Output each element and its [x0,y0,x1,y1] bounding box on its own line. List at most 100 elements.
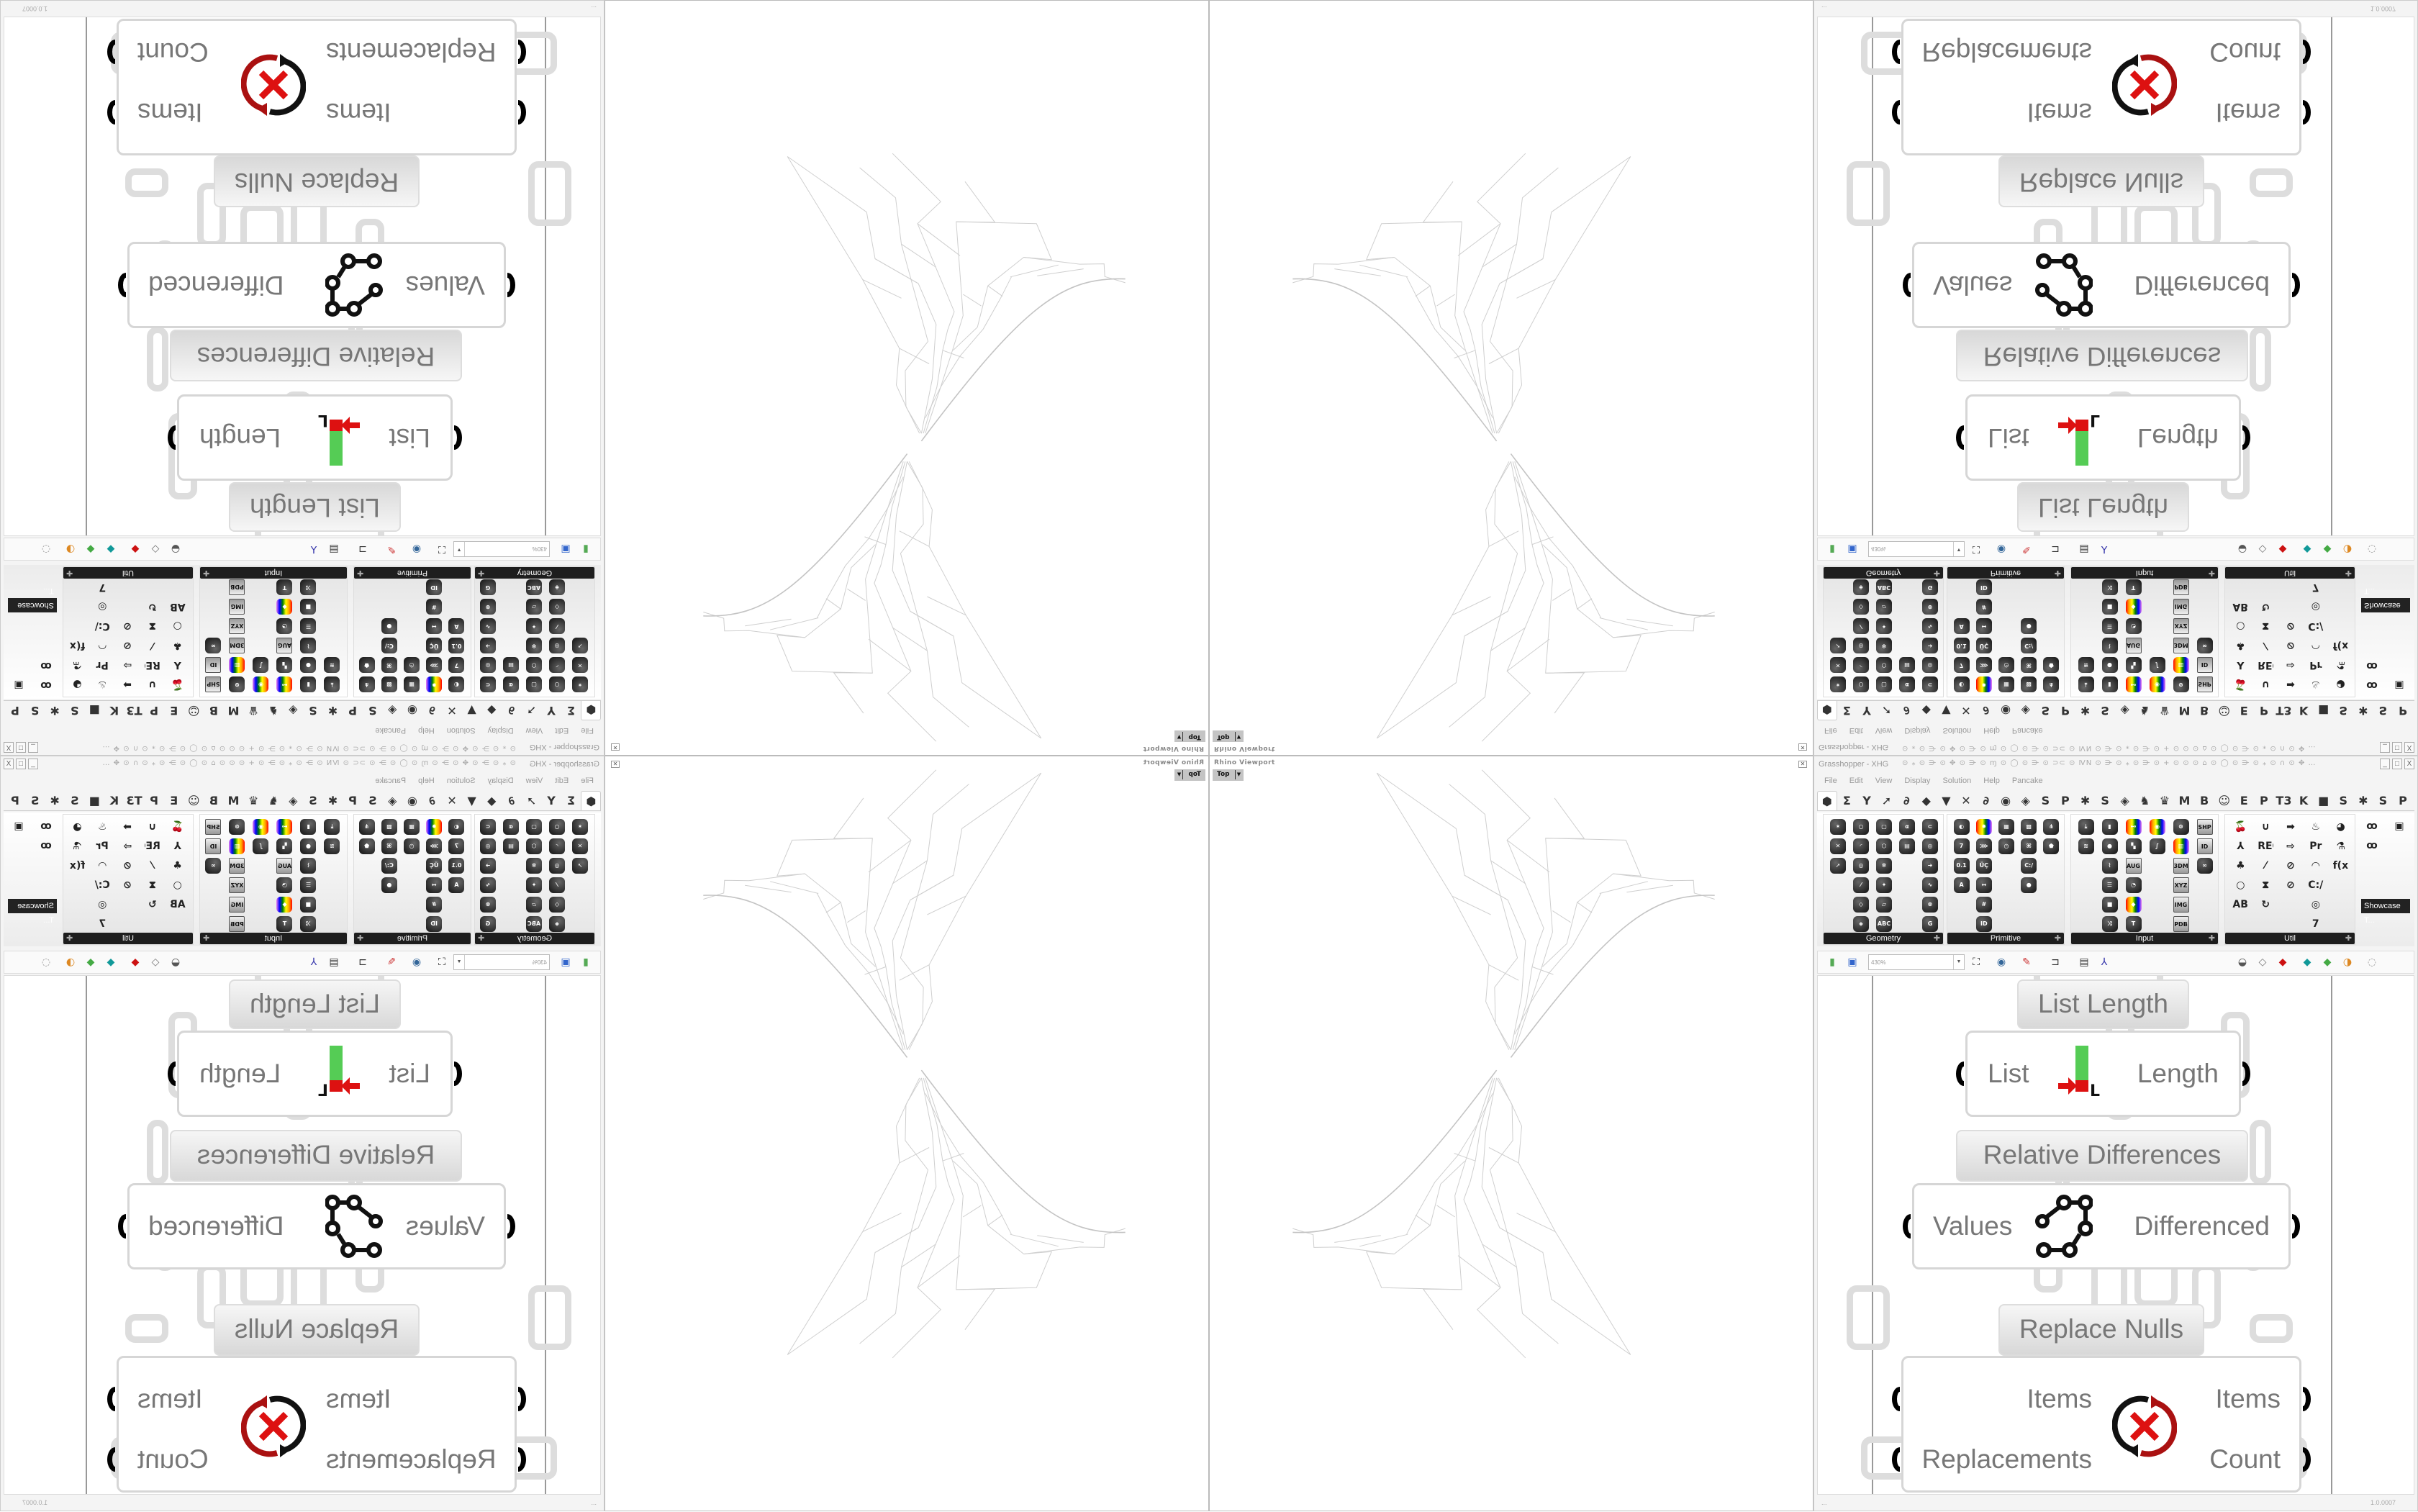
input-port[interactable] [510,40,526,64]
shader-icon[interactable]: ▩ [381,676,397,692]
shader-icon[interactable]: ▩ [2021,676,2037,692]
showcase-b-icon[interactable]: ꝏ [2366,840,2378,851]
preview-teal-icon[interactable]: ◆ [107,543,115,555]
list-length-component[interactable]: List L Length [177,1031,453,1117]
twisted-box-icon[interactable]: ▱ [1876,897,1892,913]
button-icon[interactable]: ● [2101,838,2118,854]
panel-icon[interactable]: ■ [300,599,317,615]
ribbon-tab[interactable]: P [2399,794,2407,807]
ribbon-tab[interactable]: P [348,704,357,717]
file-path-icon[interactable]: C:/ [381,638,397,653]
menu-display[interactable]: Display [487,726,514,735]
geometry-pipeline-icon[interactable]: G [480,579,496,595]
ribbon-tab[interactable]: P [150,704,159,717]
geometry-text-icon[interactable]: ABC [526,579,542,595]
circular-arc-icon[interactable]: α [503,819,519,835]
hourglass-icon[interactable]: ⧗ [148,620,156,632]
input-port[interactable] [1956,425,1972,450]
preview-icon[interactable]: ◉ [1996,543,2006,555]
sphere-icon[interactable]: ● [381,877,397,893]
timer-icon[interactable]: ↻ [2261,601,2270,612]
custom-preview-icon[interactable]: T [276,579,293,595]
control-knob-icon[interactable]: ⤨ [300,579,317,595]
direction-icon[interactable]: ➚ [572,638,588,653]
mesh-icon[interactable]: ✻ [526,638,542,653]
import-xyz-icon[interactable]: XYZ [2173,618,2189,634]
gradient-icon[interactable]: ≋ [324,657,340,673]
spectrum-icon[interactable]: ▥ [2173,657,2189,673]
save-file-icon[interactable]: ▣ [1847,956,1857,968]
chevron-down-icon[interactable]: ▼ [1235,732,1242,741]
structure-path-icon[interactable]: ⋔ [2043,676,2060,692]
twisted-box-icon[interactable]: ▱ [526,897,542,913]
gauge-icon[interactable]: ◠ [2311,860,2320,872]
curve-icon[interactable]: ◎ [1853,858,1869,874]
title-bar[interactable]: Grasshopper - XHG ⊙ ⁎ ⊙ ⋺ ⊙ ✥ ⊙ ⋺ ⊙ ɱ ⊙ ◯… [1814,756,2417,772]
menu-edit[interactable]: Edit [555,777,569,785]
preview-shaded-icon[interactable]: ◒ [171,956,181,968]
menu-pancake[interactable]: Pancake [375,726,407,735]
field-icon[interactable]: ⊂ [1922,819,1938,835]
cherry-picker-icon[interactable]: 🍒 [171,679,184,690]
guid-icon[interactable]: ID [1975,579,1992,595]
cluster-icon[interactable]: ▤ [329,956,339,968]
flask-icon[interactable]: ⚗ [73,841,82,852]
minimize-button[interactable]: _ [28,759,38,769]
ribbon-tab[interactable]: ✱ [327,704,338,717]
expression-icon[interactable]: f(x) [69,860,86,872]
ribbon-tab[interactable]: ✕ [1961,704,1971,717]
ribbon-tab[interactable]: ▼ [1942,704,1951,717]
sketch-icon[interactable]: ✎ [387,543,396,555]
input-port[interactable] [1903,273,1919,297]
fuse-icon[interactable]: ⁄ [151,860,153,872]
ribbon-tab[interactable]: P [348,794,357,807]
guid-icon[interactable]: ID [426,916,443,932]
ribbon-tab[interactable]: Y [547,794,556,807]
group-icon[interactable]: ⊐ [2051,543,2060,555]
ribbon-tab[interactable]: ∂ [508,704,515,717]
ribbon-tab[interactable]: Σ [567,794,576,807]
matrix-icon[interactable]: ▦ [1998,676,2014,692]
maximize-button[interactable]: □ [16,742,26,753]
ribbon-tab[interactable]: ▼ [467,794,476,807]
cluster-icon[interactable]: ▤ [2079,956,2089,968]
output-port[interactable] [2295,100,2311,125]
input-port[interactable] [1956,1061,1964,1086]
ribbon-tab[interactable]: ☺ [2218,794,2231,807]
input-port[interactable] [446,425,462,450]
ribbon-tab[interactable]: K [109,704,119,717]
arrow-icon[interactable]: ➡ [123,679,132,690]
expand-icon[interactable]: ✚ [1933,934,1940,943]
atom-data-icon[interactable]: ⊚ [229,819,245,835]
preview-green-icon[interactable]: ◆ [2323,543,2332,555]
menu-edit[interactable]: Edit [555,726,569,735]
rectangle-icon[interactable]: ◈ [549,579,565,595]
arc-icon[interactable]: ◜ [549,657,565,673]
menu-solution[interactable]: Solution [1942,726,1972,735]
panel-icon[interactable]: ■ [2101,897,2118,913]
brep-icon[interactable]: ⬡ [526,838,542,854]
colour-picker-icon[interactable]: ◆ [276,599,293,615]
menu-help[interactable]: Help [1983,726,2000,735]
input-port[interactable] [1892,1447,1900,1472]
ribbon-tab[interactable]: S [71,794,79,807]
field-icon[interactable]: ⊂ [480,819,496,835]
atom-data-icon[interactable]: ⊚ [2173,676,2189,692]
ribbon-tab[interactable]: S [2339,794,2347,807]
matrix-icon[interactable]: ▦ [404,819,420,835]
preview-green-icon[interactable]: ◆ [86,956,95,968]
ribbon-tab[interactable]: ◈ [2120,704,2129,717]
guid-icon[interactable]: ID [426,579,443,595]
expand-icon[interactable]: ✚ [66,934,73,943]
output-port[interactable] [107,100,123,125]
control-knob-icon[interactable]: ⤨ [2101,579,2118,595]
ribbon-tab[interactable]: ∂ [1983,704,1989,717]
direction-icon[interactable]: ➚ [1830,638,1846,653]
direction-icon[interactable]: ➚ [572,858,588,874]
output-port[interactable] [2242,1061,2250,1086]
input-port[interactable] [1892,1387,1900,1411]
control-knob-icon[interactable]: ⤨ [2101,916,2118,932]
file-path-icon[interactable]: C:/ [381,858,397,874]
import-image-icon[interactable]: IMG [229,599,245,615]
culture-icon[interactable]: ÜÇ [426,858,443,874]
